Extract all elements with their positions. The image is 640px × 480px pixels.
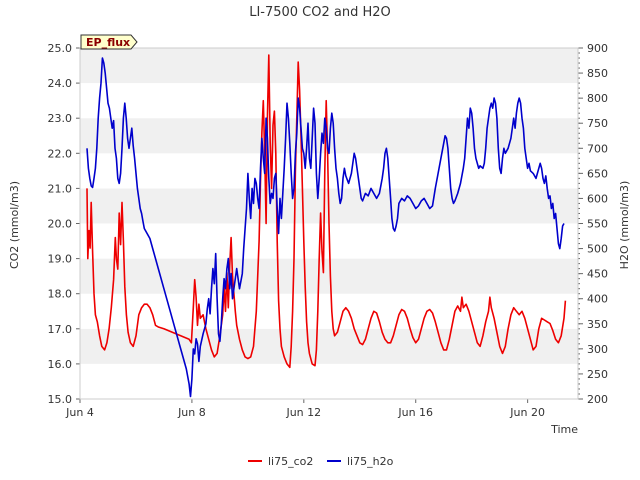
y-right-tick-label: 550 [587,218,608,231]
x-axis-label: Time [550,423,578,436]
y-right-tick-label: 200 [587,393,608,406]
y-right-tick-label: 450 [587,268,608,281]
y-right-tick-label: 850 [587,67,608,80]
y-right-tick-label: 600 [587,192,608,205]
x-tick-label: Jun 4 [65,406,94,419]
y-right-tick-label: 900 [587,42,608,55]
y-right-tick-label: 750 [587,117,608,130]
ep-flux-badge: EP_flux [80,34,138,50]
grid-band [80,83,578,119]
y-right-tick-label: 650 [587,167,608,180]
grid-band [80,258,578,294]
grid-band [80,48,578,84]
ep-flux-label: EP_flux [86,36,130,49]
legend-label-co2: li75_co2 [268,455,313,468]
y-left-tick-label: 19.0 [48,253,73,266]
x-tick-label: Jun 8 [177,406,206,419]
y-left-tick-label: 21.0 [48,182,73,195]
y-left-tick-label: 18.0 [48,288,73,301]
y-left-tick-label: 16.0 [48,358,73,371]
y-left-tick-label: 25.0 [48,42,73,55]
y-left-tick-label: 20.0 [48,218,73,231]
grid-band [80,328,578,364]
x-tick-label: Jun 20 [509,406,545,419]
grid-band [80,363,578,399]
y-right-tick-label: 500 [587,243,608,256]
legend-label-h2o: li75_h2o [347,455,394,468]
plot-frame [79,47,579,400]
y-axis-label-left: CO2 (mmol/m3) [8,181,21,269]
legend: li75_co2 li75_h2o [248,455,394,468]
y-axis-label-right: H2O (mmol/m3) [618,181,631,270]
x-tick-label: Jun 16 [397,406,433,419]
grid-band [80,153,578,189]
y-right-tick-label: 300 [587,343,608,356]
series-line-li75_co2 [86,54,567,369]
y-right-tick-label: 350 [587,318,608,331]
y-left-tick-label: 23.0 [48,112,73,125]
y-right-tick-label: 400 [587,293,608,306]
y-left-tick-label: 22.0 [48,147,73,160]
x-tick-label: Jun 12 [285,406,321,419]
y-left-tick-label: 24.0 [48,77,73,90]
chart-title: LI-7500 CO2 and H2O [249,5,391,20]
y-left-tick-label: 17.0 [48,323,73,336]
y-left-tick-label: 15.0 [48,393,73,406]
series-line-li75_h2o [86,57,565,398]
y-right-tick-label: 800 [587,92,608,105]
y-right-tick-label: 250 [587,368,608,381]
y-right-tick-label: 700 [587,142,608,155]
